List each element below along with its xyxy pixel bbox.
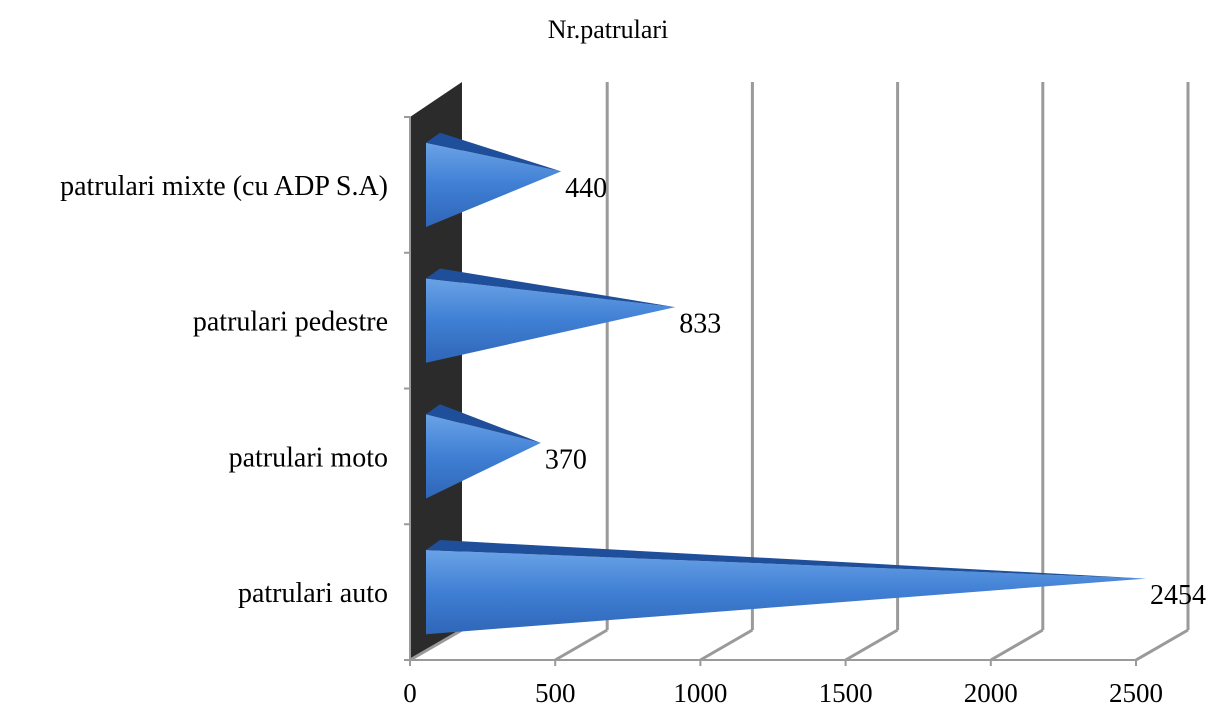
data-label-patrulari-pedestre: 833 (679, 309, 721, 340)
floor-line-2500 (1135, 628, 1189, 662)
x-tick-label-2000: 2000 (964, 678, 1018, 708)
x-tick-label-2500: 2500 (1109, 678, 1163, 708)
bar-patrulari-moto (426, 414, 541, 499)
floor-line-1000 (699, 628, 754, 662)
category-label-patrulari-moto: patrulari moto (229, 442, 388, 473)
x-tick-labels: 0 500 1000 1500 2000 2500 (403, 678, 1163, 708)
bar-patrulari-auto (426, 550, 1147, 635)
chart-gridlines (409, 82, 1190, 662)
x-tick-label-1000: 1000 (673, 678, 727, 708)
bar-top-patrulari-auto (426, 540, 1147, 579)
bar-patrulari-mixte-cu-adp-s-a (426, 142, 562, 227)
side-wall (410, 82, 462, 660)
floor-line-0 (409, 628, 463, 662)
data-label-patrulari-moto: 370 (545, 444, 587, 475)
floor-line-500 (554, 628, 608, 662)
data-labels: 2454 370 833 440 (545, 173, 1206, 611)
category-label-patrulari-mixte-cu-adp-s-a: patrulari mixte (cu ADP S.A) (60, 171, 388, 202)
floor-line-2000 (990, 628, 1044, 662)
bar-patrulari-pedestre (426, 278, 676, 363)
category-label-patrulari-pedestre: patrulari pedestre (193, 307, 388, 338)
data-label-patrulari-mixte-cu-adp-s-a: 440 (565, 173, 607, 204)
bar-top-patrulari-mixte-cu-adp-s-a (426, 132, 562, 172)
x-tick-label-0: 0 (403, 678, 417, 708)
chart-back-wall (410, 82, 462, 660)
x-tick-label-1500: 1500 (819, 678, 873, 708)
category-label-patrulari-auto: patrulari auto (238, 578, 388, 609)
bar-top-patrulari-pedestre (426, 268, 676, 308)
bar-top-patrulari-moto (426, 404, 541, 443)
chart-title: Nr.patrulari (548, 15, 669, 44)
chart-bars (426, 132, 1147, 635)
category-labels: patrulari auto patrulari moto patrulari pe… (60, 171, 388, 609)
x-tick-label-500: 500 (535, 678, 576, 708)
data-label-patrulari-auto: 2454 (1150, 580, 1206, 611)
floor-line-1500 (844, 628, 899, 662)
chart-axes (404, 116, 1137, 666)
